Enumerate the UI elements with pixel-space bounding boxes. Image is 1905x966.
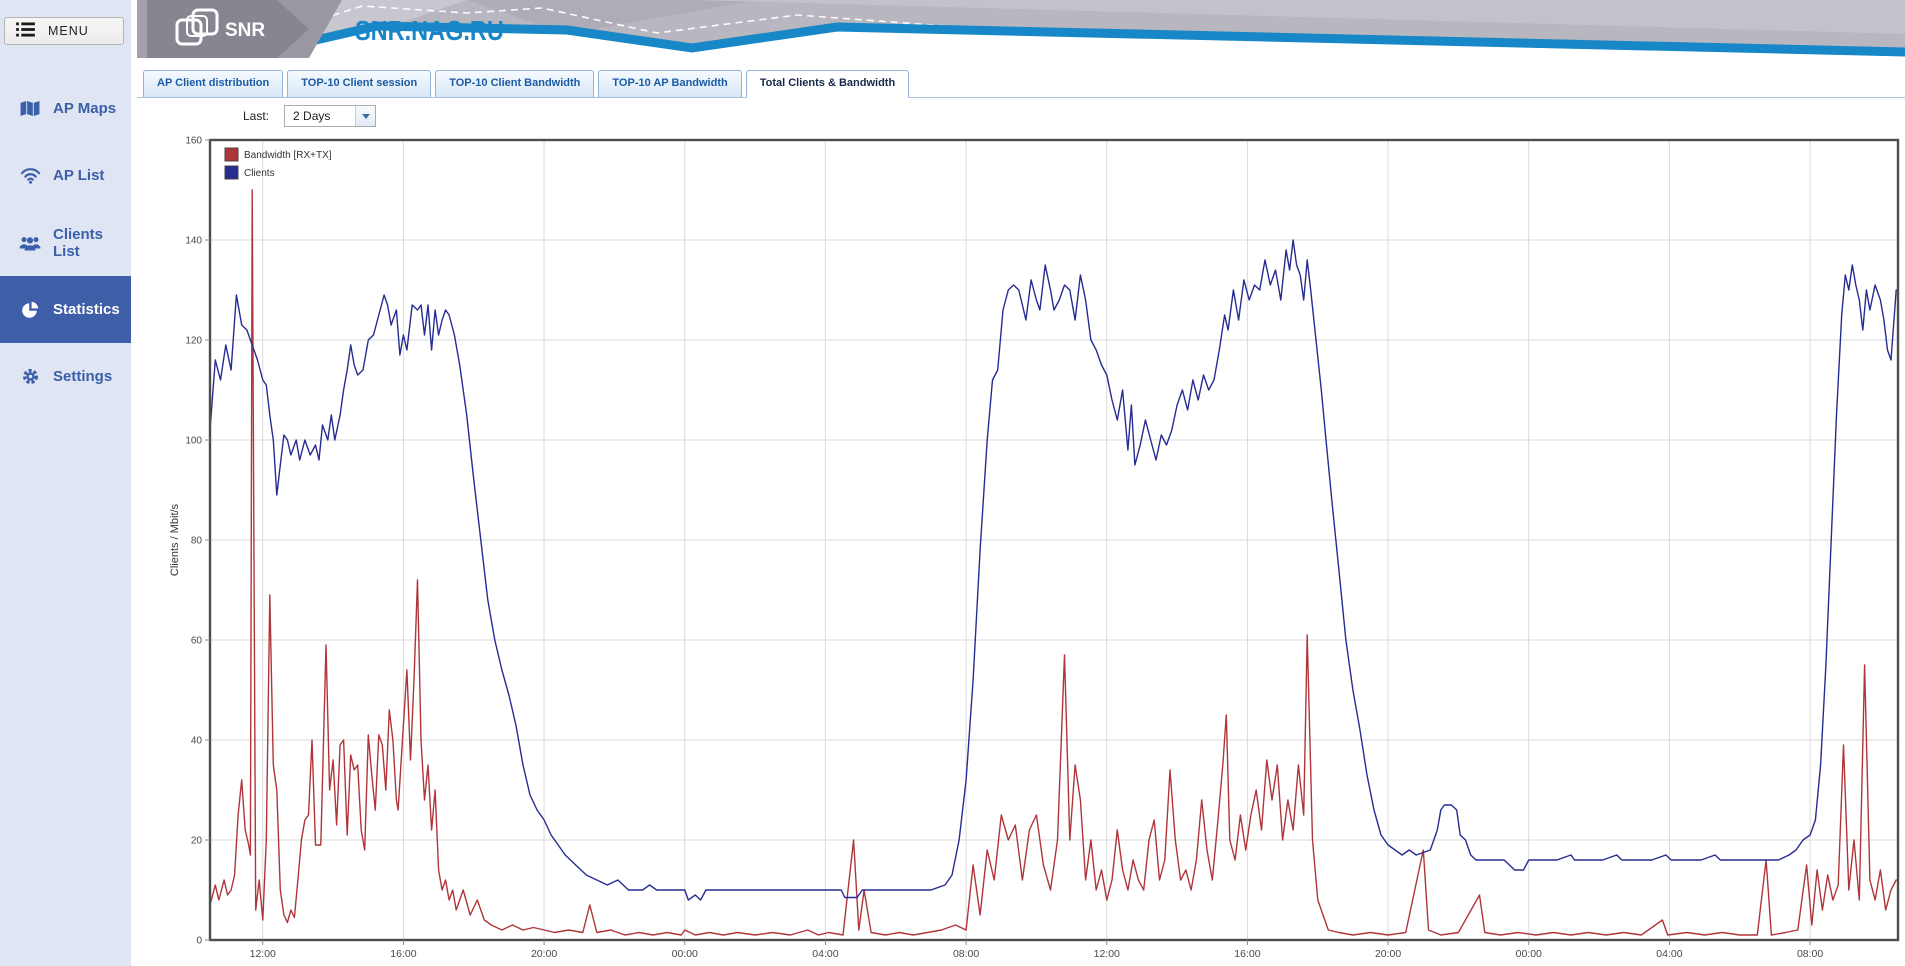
y-axis-title: Clients / Mbit/s xyxy=(169,503,181,576)
sidebar-item-settings[interactable]: Settings xyxy=(0,343,131,410)
tab-top10-client-session[interactable]: TOP-10 Client session xyxy=(287,70,432,97)
legend-swatch xyxy=(224,165,239,180)
svg-text:80: 80 xyxy=(191,536,203,547)
sidebar: MENU AP Maps AP List xyxy=(0,0,131,966)
tab-ap-client-distribution[interactable]: AP Client distribution xyxy=(143,70,284,97)
sidebar-item-clients-list[interactable]: Clients List xyxy=(0,209,131,276)
tab-top10-ap-bandwidth[interactable]: TOP-10 AP Bandwidth xyxy=(598,70,742,97)
last-period-value: 2 Days xyxy=(293,109,331,123)
legend-label: Clients xyxy=(244,168,275,179)
menu-button-label: MENU xyxy=(48,24,89,38)
chart-canvas: 0 20 40 60 80 100 120 140 160 12:00 16:00 20:00 00:0… xyxy=(169,136,1900,960)
sidebar-item-label: AP Maps xyxy=(53,100,117,117)
map-icon xyxy=(19,100,41,117)
menu-button[interactable]: MENU xyxy=(4,17,124,45)
svg-text:00:00: 00:00 xyxy=(672,948,698,960)
sidebar-item-statistics[interactable]: Statistics xyxy=(0,276,131,343)
banner-art: SNR SNR.NAG.RU xyxy=(137,0,1905,62)
svg-text:140: 140 xyxy=(185,236,202,247)
sidebar-item-label: Statistics xyxy=(53,301,120,318)
clients-bandwidth-chart: 0 20 40 60 80 100 120 140 160 12:00 16:00 20:00 00:0… xyxy=(137,115,1905,966)
sidebar-item-label: Clients List xyxy=(53,225,104,260)
filter-row: Last: 2 Days xyxy=(137,104,377,128)
gear-icon xyxy=(19,367,41,386)
pie-chart-icon xyxy=(19,301,41,319)
sidebar-nav: AP Maps AP List Clients List xyxy=(0,75,131,410)
last-period-select[interactable]: 2 Days xyxy=(284,105,377,127)
sidebar-item-label: AP List xyxy=(53,167,105,184)
tab-total-clients-bandwidth[interactable]: Total Clients & Bandwidth xyxy=(745,70,910,98)
svg-text:00:00: 00:00 xyxy=(1516,948,1542,960)
users-icon xyxy=(19,235,41,251)
svg-text:08:00: 08:00 xyxy=(953,948,979,960)
legend-label: Bandwidth [RX+TX] xyxy=(244,150,332,161)
svg-text:40: 40 xyxy=(191,736,203,747)
svg-text:20:00: 20:00 xyxy=(1375,948,1401,960)
svg-text:12:00: 12:00 xyxy=(1094,948,1120,960)
series-clients xyxy=(209,239,1897,901)
last-label: Last: xyxy=(243,109,270,123)
tab-bar: AP Client distribution TOP-10 Client ses… xyxy=(137,70,1905,98)
wifi-icon xyxy=(19,167,41,184)
svg-text:12:00: 12:00 xyxy=(250,948,276,960)
svg-text:120: 120 xyxy=(185,336,202,347)
logo-text: SNR xyxy=(225,20,265,41)
svg-text:04:00: 04:00 xyxy=(812,948,838,960)
menu-list-icon xyxy=(16,22,35,40)
sidebar-item-label: Settings xyxy=(53,368,113,385)
sidebar-item-ap-maps[interactable]: AP Maps xyxy=(0,75,131,142)
svg-text:20:00: 20:00 xyxy=(531,948,557,960)
series-bandwidth-rx-tx xyxy=(209,189,1897,936)
top-banner: SNR SNR.NAG.RU xyxy=(137,0,1905,62)
chevron-down-icon xyxy=(361,113,370,119)
site-title: SNR.NAG.RU xyxy=(355,16,504,46)
tab-top10-client-bandwidth[interactable]: TOP-10 Client Bandwidth xyxy=(435,70,595,97)
legend-swatch xyxy=(224,147,239,162)
snr-logo-icon xyxy=(175,8,219,46)
svg-text:16:00: 16:00 xyxy=(390,948,416,960)
svg-text:08:00: 08:00 xyxy=(1797,948,1823,960)
svg-text:160: 160 xyxy=(185,136,202,147)
svg-text:60: 60 xyxy=(191,636,203,647)
sidebar-item-ap-list[interactable]: AP List xyxy=(0,142,131,209)
svg-text:04:00: 04:00 xyxy=(1656,948,1682,960)
svg-text:0: 0 xyxy=(196,936,202,947)
svg-text:20: 20 xyxy=(191,836,203,847)
select-dropdown-button[interactable] xyxy=(355,106,376,126)
svg-text:100: 100 xyxy=(185,436,202,447)
svg-text:16:00: 16:00 xyxy=(1234,948,1260,960)
